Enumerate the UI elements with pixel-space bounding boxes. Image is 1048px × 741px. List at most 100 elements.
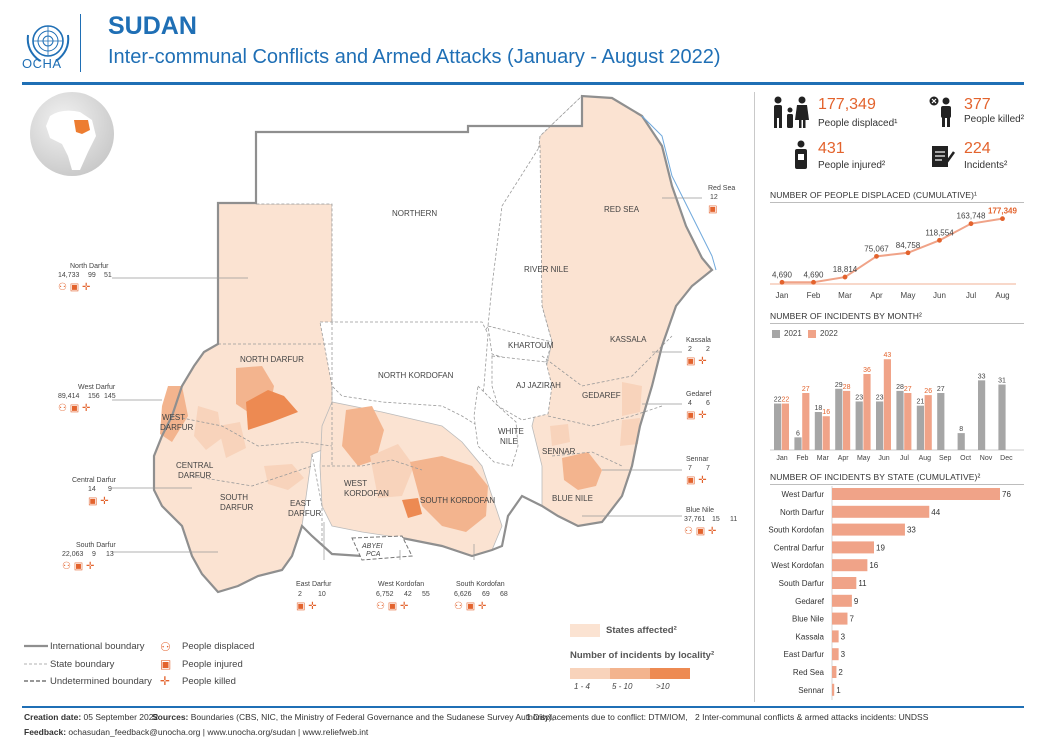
sources-label: Sources: xyxy=(152,712,189,722)
svg-text:6,752: 6,752 xyxy=(376,591,394,598)
bar-2021 xyxy=(855,401,863,450)
bar-data-label: 21 xyxy=(917,399,925,406)
callout-south-darfur: South Darfur 22,063 9 13 ⚇ ▣ ✛ xyxy=(62,542,116,572)
state-bar xyxy=(832,559,868,572)
svg-text:15: 15 xyxy=(712,516,720,523)
people-killed-figure-icon xyxy=(929,96,951,127)
svg-text:14: 14 xyxy=(88,486,96,493)
bar-2021 xyxy=(896,390,904,450)
svg-text:9: 9 xyxy=(108,486,112,493)
map-label: RIVER NILE xyxy=(524,265,568,274)
state-bar xyxy=(832,630,839,643)
svg-text:6: 6 xyxy=(706,400,710,407)
x-tick-label: Aug xyxy=(919,455,932,462)
displaced-data-label: 177,349 xyxy=(988,207,1017,216)
svg-text:22,063: 22,063 xyxy=(62,551,84,558)
bar-2022 xyxy=(822,416,830,450)
people-displaced-figure-icon xyxy=(774,96,809,128)
svg-text:6,626: 6,626 xyxy=(454,591,472,598)
legend-label-2022: 2022 xyxy=(820,329,838,338)
locality-swatch-high xyxy=(650,668,690,679)
map-label: SENNAR xyxy=(542,447,576,456)
displaced-data-label: 84,758 xyxy=(896,241,921,250)
state-data-label: 3 xyxy=(841,632,846,641)
state-data-label: 1 xyxy=(836,686,841,695)
incidents-value: 224 xyxy=(964,140,991,157)
bar-2021 xyxy=(774,403,782,450)
callout-west-kordofan: West Kordofan 6,752 42 55 ⚇ ▣ ✛ xyxy=(376,581,430,612)
state-data-label: 76 xyxy=(1002,490,1011,499)
incidents-label: Incidents² xyxy=(964,160,1008,171)
svg-text:12: 12 xyxy=(710,194,718,201)
svg-text:42: 42 xyxy=(404,591,412,598)
bar-data-label: 28 xyxy=(896,384,904,391)
svg-text:2: 2 xyxy=(706,346,710,353)
state-tick-label: West Kordofan xyxy=(771,561,824,570)
callout-blue-nile: Blue Nile 37,761 15 11 ⚇ ▣ ✛ xyxy=(684,507,737,537)
svg-text:10: 10 xyxy=(318,591,326,598)
svg-text:4: 4 xyxy=(688,400,692,407)
footer-creation: Creation date: 05 September 2022 xyxy=(24,712,158,722)
legend-locality-title: Number of incidents by locality² xyxy=(570,650,715,661)
bar-2021 xyxy=(978,380,986,450)
header-divider xyxy=(80,14,81,72)
feedback-links[interactable]: ochasudan_feedback@unocha.org | www.unoc… xyxy=(68,727,369,737)
state-north-kordofan xyxy=(319,321,489,427)
state-tick-label: Sennar xyxy=(798,686,824,695)
map-label: DARFUR xyxy=(288,509,322,518)
state-bar-chart: West Darfur 76 North Darfur 44 South Kordofa… xyxy=(768,486,1011,700)
people-killed-icon: ✛ xyxy=(160,674,171,688)
displaced-value: 177,349 xyxy=(818,96,876,113)
state-tick-label: East Darfur xyxy=(784,650,825,659)
bar-2022 xyxy=(863,374,871,450)
state-data-label: 7 xyxy=(849,615,854,624)
svg-text:Blue Nile: Blue Nile xyxy=(686,507,714,514)
x-tick-label: Mar xyxy=(817,455,830,462)
state-tick-label: Red Sea xyxy=(793,668,825,677)
header-rule xyxy=(22,82,1024,85)
bar-2021 xyxy=(835,388,843,450)
footnote-1: 1 Displacements due to conflict: DTM/IOM… xyxy=(526,712,688,722)
state-bar xyxy=(832,541,874,554)
map-label: NORTH DARFUR xyxy=(240,355,304,364)
state-east xyxy=(531,95,713,527)
sources-text: Boundaries (CBS, NIC, the Ministry of Fe… xyxy=(190,712,555,722)
footnote-2: 2 Inter-communal conflicts & armed attac… xyxy=(695,712,929,722)
svg-text:13: 13 xyxy=(106,551,114,558)
locality-bin-mid: 5 - 10 xyxy=(612,682,633,691)
svg-text:145: 145 xyxy=(104,393,116,400)
boundary-legend-lines xyxy=(24,644,48,682)
svg-text:156: 156 xyxy=(88,393,100,400)
displaced-data-label: 75,067 xyxy=(864,244,889,253)
bar-2022 xyxy=(802,393,810,450)
state-tick-label: North Darfur xyxy=(780,508,824,517)
x-tick-label: Apr xyxy=(870,291,883,300)
state-data-label: 33 xyxy=(907,526,916,535)
legend-people-displaced: People displaced xyxy=(182,641,255,652)
panel-rule xyxy=(770,323,1024,324)
state-bar xyxy=(832,577,857,589)
displaced-point xyxy=(811,279,816,285)
bar-data-label: 6 xyxy=(796,430,800,437)
map-label: WHITE xyxy=(498,427,524,436)
state-data-label: 3 xyxy=(841,650,846,659)
killed-value: 377 xyxy=(964,96,991,113)
bar-2021 xyxy=(998,384,1006,450)
bar-data-label: 33 xyxy=(978,373,986,380)
abyei-boundary xyxy=(351,535,413,561)
map-label: KORDOFAN xyxy=(344,489,389,498)
bar-data-label: 27 xyxy=(937,386,945,393)
locality-bin-low: 1 - 4 xyxy=(574,682,591,691)
bar-data-label: 36 xyxy=(863,367,871,374)
panel-rule xyxy=(770,484,1024,485)
state-labels: NORTHERN RED SEA RIVER NILE NORTH DARFUR… xyxy=(160,205,647,558)
injured-icon: ▣ ✛ xyxy=(686,356,707,367)
injured-icon: ▣ xyxy=(708,204,717,215)
displaced-icon: ⚇ ▣ ✛ xyxy=(454,601,486,612)
x-tick-label: Dec xyxy=(1000,455,1013,462)
displaced-data-label: 4,690 xyxy=(803,270,824,279)
x-tick-label: Sep xyxy=(939,455,952,462)
locality-shading xyxy=(160,366,642,532)
legend-label-2021: 2021 xyxy=(784,329,802,338)
callouts: North Darfur 14,733 99 51 ⚇ ▣ ✛ West Dar… xyxy=(58,185,737,612)
